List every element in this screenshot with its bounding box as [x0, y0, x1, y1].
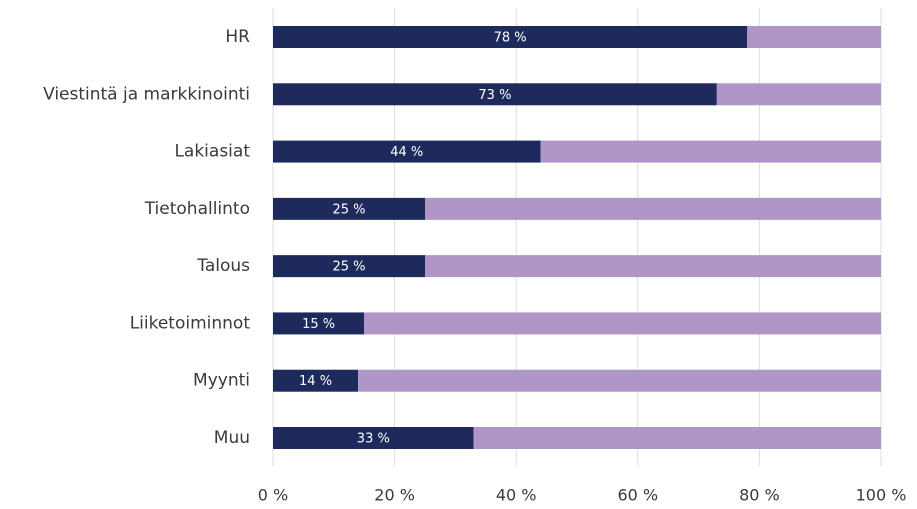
x-tick-label: 80 % — [739, 486, 780, 505]
x-tick-label: 60 % — [617, 486, 658, 505]
bar-segment — [425, 197, 881, 220]
value-label: 44 % — [390, 145, 423, 160]
y-tick-label: Muu — [214, 428, 250, 448]
bar-segment — [273, 312, 365, 335]
bar-segment — [273, 197, 425, 220]
bar-segment — [716, 83, 881, 106]
bar-segment — [473, 427, 881, 449]
bar-segment — [273, 255, 425, 278]
y-tick-label: Myynti — [193, 371, 250, 391]
bar-segment — [747, 26, 881, 48]
value-label: 15 % — [302, 317, 335, 332]
value-label: 73 % — [478, 88, 511, 103]
value-label: 25 % — [332, 202, 365, 217]
bar-segment — [273, 369, 359, 392]
y-tick-label: Lakiasiat — [174, 142, 250, 162]
x-tick-label: 40 % — [496, 486, 537, 505]
y-tick-label: Liiketoiminnot — [130, 313, 251, 333]
bar-segment — [273, 83, 717, 106]
bar-segment — [425, 255, 881, 278]
value-label: 14 % — [299, 374, 332, 389]
x-tick-label: 20 % — [374, 486, 415, 505]
x-tick-label: 100 % — [856, 486, 907, 505]
bar-segment — [540, 140, 881, 163]
value-label: 33 % — [357, 432, 390, 447]
x-tick-label: 0 % — [258, 486, 288, 505]
y-tick-label: Talous — [196, 256, 250, 276]
bar-segment — [364, 312, 881, 335]
y-tick-label: Tietohallinto — [144, 199, 250, 219]
value-label: 25 % — [332, 260, 365, 275]
value-label: 78 % — [494, 31, 527, 46]
y-tick-label: HR — [225, 27, 250, 47]
bar-segment — [358, 369, 881, 392]
bar-segment — [273, 26, 748, 48]
y-tick-label: Viestintä ja markkinointi — [43, 84, 250, 104]
bar-segment — [273, 427, 474, 449]
bar-segment — [273, 140, 541, 163]
